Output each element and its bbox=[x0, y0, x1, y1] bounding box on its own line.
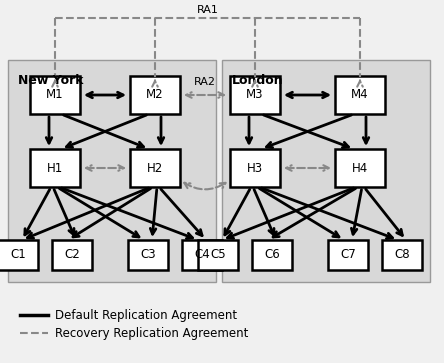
Text: M2: M2 bbox=[146, 89, 164, 102]
Bar bbox=[8, 60, 216, 282]
Bar bbox=[335, 149, 385, 187]
Bar bbox=[182, 240, 222, 270]
Text: H2: H2 bbox=[147, 162, 163, 175]
Text: C5: C5 bbox=[210, 249, 226, 261]
Text: C7: C7 bbox=[340, 249, 356, 261]
Text: M4: M4 bbox=[351, 89, 369, 102]
Text: M3: M3 bbox=[246, 89, 264, 102]
Bar bbox=[130, 149, 180, 187]
Bar bbox=[130, 76, 180, 114]
Text: H1: H1 bbox=[47, 162, 63, 175]
Text: London: London bbox=[232, 74, 284, 87]
Text: Default Replication Agreement: Default Replication Agreement bbox=[55, 309, 237, 322]
Text: H3: H3 bbox=[247, 162, 263, 175]
Bar bbox=[230, 76, 280, 114]
Bar bbox=[230, 149, 280, 187]
Bar bbox=[30, 149, 80, 187]
Bar bbox=[252, 240, 292, 270]
Text: New York: New York bbox=[18, 74, 83, 87]
Bar bbox=[382, 240, 422, 270]
Text: C3: C3 bbox=[140, 249, 156, 261]
Text: H4: H4 bbox=[352, 162, 368, 175]
Text: Recovery Replication Agreement: Recovery Replication Agreement bbox=[55, 326, 248, 339]
Bar bbox=[222, 60, 430, 282]
Bar bbox=[328, 240, 368, 270]
Text: M1: M1 bbox=[46, 89, 64, 102]
Text: RA2: RA2 bbox=[194, 77, 216, 87]
Bar bbox=[335, 76, 385, 114]
Text: RA1: RA1 bbox=[197, 5, 218, 15]
Bar bbox=[52, 240, 92, 270]
Bar bbox=[30, 76, 80, 114]
Text: C1: C1 bbox=[10, 249, 26, 261]
Text: C6: C6 bbox=[264, 249, 280, 261]
Text: C8: C8 bbox=[394, 249, 410, 261]
Bar bbox=[0, 240, 38, 270]
Bar bbox=[128, 240, 168, 270]
Bar bbox=[198, 240, 238, 270]
Text: C2: C2 bbox=[64, 249, 80, 261]
Text: C4: C4 bbox=[194, 249, 210, 261]
